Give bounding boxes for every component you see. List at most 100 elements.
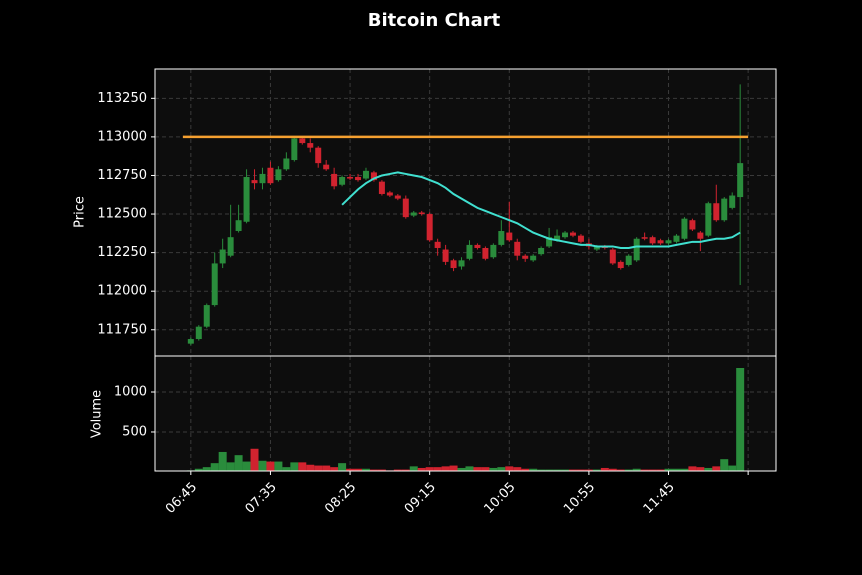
volume-axis-label: Volume: [90, 390, 105, 438]
volume-bar: [600, 467, 609, 471]
candle-body: [697, 232, 704, 239]
candle-body: [625, 255, 632, 265]
candle-body: [243, 177, 250, 222]
y-tick-label: 112750: [97, 168, 147, 183]
candle-body: [291, 138, 298, 161]
candle-body: [426, 214, 433, 241]
candle-body: [402, 198, 409, 218]
candle-body: [347, 177, 354, 179]
candle-body: [498, 231, 505, 245]
candle-body: [434, 241, 441, 248]
volume-bar: [202, 467, 211, 471]
volume-bar: [704, 467, 713, 471]
volume-bar: [322, 465, 331, 471]
candle-body: [450, 260, 457, 269]
candle-body: [514, 241, 521, 256]
candle-body: [299, 138, 306, 144]
y-tick-label: 111750: [97, 322, 147, 337]
candle-body: [275, 169, 282, 181]
candle-body: [378, 181, 385, 194]
candle-body: [729, 195, 736, 208]
candle-body: [410, 212, 417, 216]
volume-bar: [306, 464, 315, 471]
y-tick-label: 113000: [97, 129, 147, 144]
candle-body: [307, 143, 314, 148]
volume-bar: [417, 467, 426, 471]
y-tick-label: 112500: [97, 207, 147, 222]
volume-bar: [258, 460, 267, 471]
volume-bar: [537, 469, 546, 471]
volume-bar: [489, 467, 498, 471]
volume-bar: [346, 468, 355, 471]
volume-bar: [656, 469, 665, 471]
candle-body: [633, 238, 640, 261]
candle-body: [370, 172, 377, 181]
volume-bar: [513, 467, 522, 471]
candle-body: [530, 255, 537, 261]
volume-bar: [473, 467, 482, 471]
candle-body: [466, 244, 473, 259]
candle-body: [593, 246, 600, 250]
candle-body: [227, 237, 234, 256]
candle-body: [562, 232, 569, 238]
volume-bar: [576, 469, 585, 471]
volume-bar: [298, 462, 307, 471]
volume-bar: [369, 469, 378, 471]
volume-bar: [290, 462, 299, 471]
volume-bar: [274, 461, 283, 471]
candle-body: [569, 232, 576, 236]
volume-bar: [449, 465, 458, 471]
candle-body: [673, 235, 680, 242]
candle-body: [259, 173, 266, 184]
volume-bar: [553, 469, 562, 471]
volume-bar: [234, 455, 243, 471]
moving-average: [341, 171, 741, 249]
volume-bar: [361, 468, 370, 471]
candle-body: [251, 180, 258, 184]
y-tick-label: 113250: [97, 91, 147, 106]
candle-body: [721, 198, 728, 221]
candle-body: [538, 247, 545, 255]
candle-body: [737, 163, 744, 198]
volume-bar: [338, 463, 347, 471]
y-tick-label: 112250: [97, 245, 147, 260]
candle-body: [331, 173, 338, 187]
volume-bar: [561, 469, 570, 471]
y-tick-label: 112000: [97, 284, 147, 299]
volume-bar: [409, 466, 418, 471]
candle-body: [713, 203, 720, 221]
candle-body: [418, 212, 425, 215]
volume-bar: [608, 468, 617, 471]
volume-bar: [242, 461, 251, 471]
candle-body: [482, 247, 489, 259]
candle-body: [211, 263, 218, 306]
candle-body: [665, 240, 672, 244]
volume-bar: [592, 469, 601, 471]
y-axis-label: Price: [73, 196, 88, 228]
candle-body: [649, 237, 656, 244]
candle-body: [235, 220, 242, 232]
volume-bar: [401, 469, 410, 471]
volume-bar: [632, 468, 641, 471]
candle-body: [386, 192, 393, 196]
volume-bar: [393, 469, 402, 471]
candle-body: [362, 170, 369, 179]
volume-bar: [664, 468, 673, 471]
candle-body: [554, 235, 561, 241]
volume-bar: [568, 469, 577, 471]
candle-body: [657, 240, 664, 244]
volume-bar: [720, 459, 729, 471]
volume-bar: [314, 465, 323, 471]
candle-body: [609, 249, 616, 264]
volume-bar: [441, 466, 450, 471]
volume-frame: [154, 355, 777, 472]
candle-body: [705, 203, 712, 236]
candle-body: [689, 220, 696, 230]
candle-body: [355, 177, 362, 181]
volume-bar: [481, 467, 490, 471]
volume-bar: [728, 465, 737, 471]
candle-body: [203, 305, 210, 327]
volume-bar: [688, 466, 697, 471]
volume-bar: [672, 468, 681, 471]
